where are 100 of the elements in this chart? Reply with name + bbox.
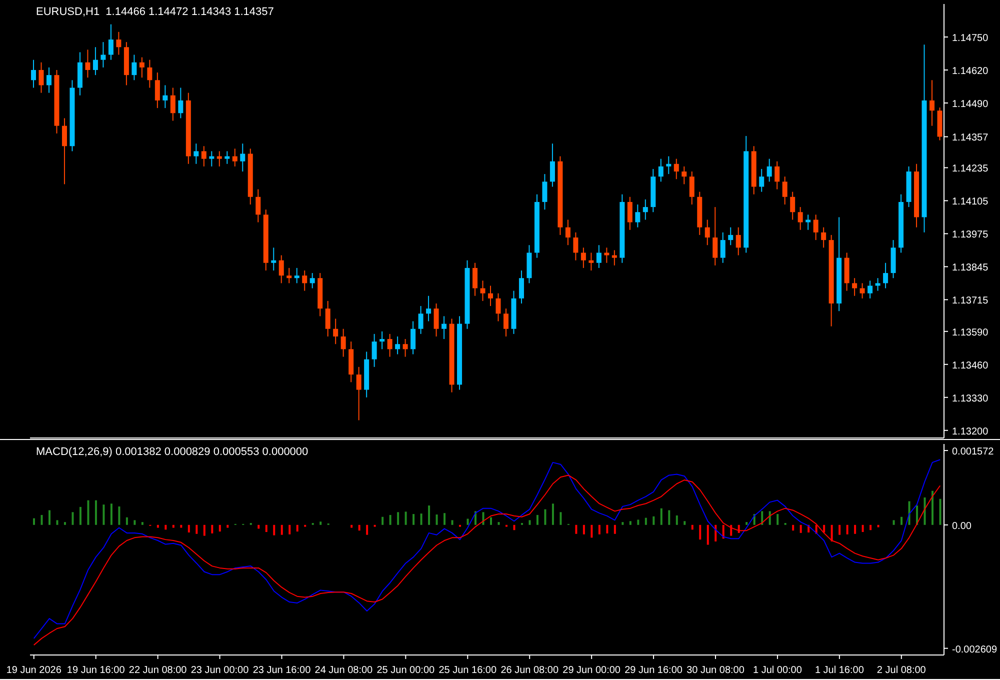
bar [722, 524, 724, 539]
bar [908, 501, 910, 525]
candlestick [627, 196, 632, 230]
candlestick [883, 262, 888, 289]
bar [629, 521, 632, 525]
candlestick [674, 158, 679, 180]
y-tick-label: 1.13845 [952, 262, 989, 274]
x-tick-label: 25 Jun 16:00 [438, 665, 497, 676]
candlestick [147, 59, 152, 88]
candlestick [813, 214, 818, 241]
bar [79, 506, 82, 525]
bar [382, 516, 384, 525]
bar [273, 524, 276, 536]
x-tick-label: 26 Jun 08:00 [500, 665, 559, 676]
candlestick [852, 278, 858, 296]
bar [598, 524, 600, 534]
bar [118, 506, 120, 525]
candlestick [356, 366, 362, 421]
bar [668, 510, 670, 525]
candlestick [875, 278, 880, 292]
candlestick [766, 158, 772, 182]
candlestick [860, 282, 865, 299]
bar [320, 522, 322, 525]
bar [699, 524, 702, 540]
candlestick [286, 267, 292, 284]
bar [196, 524, 198, 534]
bar [358, 524, 360, 531]
candlestick [782, 176, 788, 206]
candlestick [256, 188, 261, 223]
bar [892, 520, 895, 525]
bar [676, 515, 678, 525]
bar [582, 524, 585, 534]
chart-title: EURUSD,H1 1.14466 1.14472 1.14343 1.14357 [36, 6, 274, 18]
candlestick [542, 174, 548, 210]
candlestick [790, 191, 796, 220]
candlestick [162, 84, 168, 109]
candlestick [402, 338, 408, 358]
bar [652, 516, 655, 525]
x-tick-label: 22 Jun 08:00 [128, 665, 188, 676]
bar [622, 522, 624, 525]
bar [490, 517, 492, 525]
candlestick [426, 295, 432, 322]
y-tick-label: 1.14750 [952, 32, 989, 44]
bar [280, 524, 283, 535]
bar [924, 497, 926, 525]
candlestick [325, 300, 330, 337]
bar [466, 518, 469, 525]
bar [288, 524, 291, 534]
bar [761, 511, 764, 525]
candlestick [612, 250, 617, 266]
y-tick-label: 1.13975 [952, 230, 989, 241]
candlestick [116, 31, 122, 56]
candlestick [930, 80, 935, 126]
candlestick [806, 214, 811, 230]
bar [366, 524, 368, 535]
bar [141, 522, 144, 525]
candlestick [278, 254, 284, 284]
candlestick [92, 46, 98, 76]
candlestick [434, 302, 439, 337]
bar [498, 522, 500, 525]
bar [420, 514, 422, 525]
candlestick [31, 59, 36, 88]
candlestick [704, 219, 710, 246]
candlestick [565, 219, 570, 246]
bar [48, 510, 50, 525]
y-tick-label: 1.13460 [952, 360, 989, 372]
candlestick [271, 247, 276, 271]
candlestick [720, 232, 726, 264]
candlestick [496, 292, 501, 322]
candlestick [635, 204, 640, 228]
y-tick-label: 1.14490 [952, 98, 989, 110]
bar [134, 520, 136, 525]
candlestick [333, 318, 338, 345]
candlestick [216, 150, 222, 167]
bar [404, 512, 407, 525]
y-tick-label: 1.14105 [952, 196, 989, 208]
bar [939, 498, 942, 525]
y-tick-label: 1.14620 [952, 66, 989, 77]
bar [87, 500, 90, 525]
candlestick [759, 168, 764, 192]
bar [33, 518, 35, 525]
candlestick [503, 308, 508, 337]
bar [397, 512, 400, 525]
bar [706, 524, 709, 545]
bar [606, 524, 608, 534]
candlestick [596, 244, 602, 268]
candlestick [410, 320, 416, 355]
candlestick [472, 262, 478, 296]
candlestick [294, 267, 300, 284]
bar [691, 524, 694, 530]
candlestick [604, 247, 610, 264]
bar [110, 504, 112, 525]
bar [265, 524, 268, 532]
candlestick [232, 148, 238, 167]
bar [444, 513, 446, 525]
bar [730, 524, 732, 536]
bar [528, 520, 531, 525]
candlestick [868, 280, 873, 299]
candlestick [488, 285, 493, 307]
y-tick-label: 0.001572 [952, 446, 994, 458]
